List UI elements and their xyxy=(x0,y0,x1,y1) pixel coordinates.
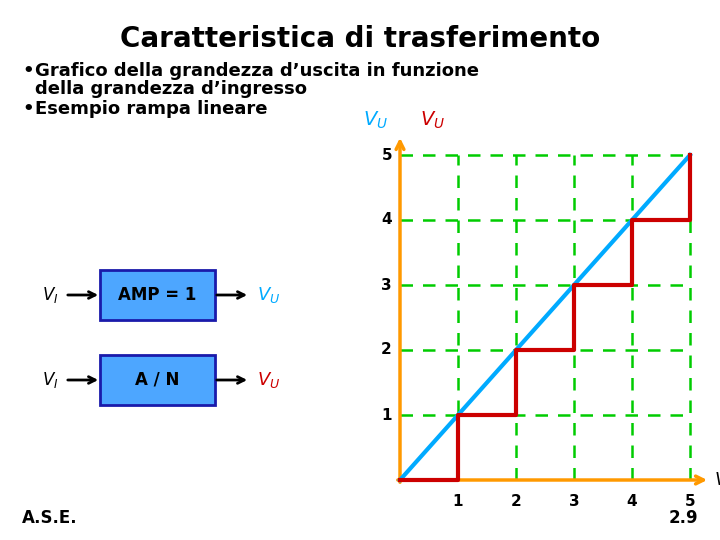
Text: 2: 2 xyxy=(510,494,521,509)
Text: $V_U$: $V_U$ xyxy=(363,110,388,131)
Text: •: • xyxy=(22,100,34,118)
Text: AMP = 1: AMP = 1 xyxy=(118,286,197,304)
Text: Caratteristica di trasferimento: Caratteristica di trasferimento xyxy=(120,25,600,53)
Text: $V_U$: $V_U$ xyxy=(420,110,445,131)
Text: 3: 3 xyxy=(382,278,392,293)
Text: 4: 4 xyxy=(382,213,392,227)
Text: Esempio rampa lineare: Esempio rampa lineare xyxy=(35,100,268,118)
Text: Grafico della grandezza d’uscita in funzione: Grafico della grandezza d’uscita in funz… xyxy=(35,62,479,80)
FancyBboxPatch shape xyxy=(100,355,215,405)
Text: 2: 2 xyxy=(382,342,392,357)
Text: $V_U$: $V_U$ xyxy=(257,370,280,390)
Text: A.S.E.: A.S.E. xyxy=(22,509,78,527)
Text: 2.9: 2.9 xyxy=(668,509,698,527)
Text: 5: 5 xyxy=(685,494,696,509)
Text: 4: 4 xyxy=(626,494,637,509)
Text: della grandezza d’ingresso: della grandezza d’ingresso xyxy=(35,80,307,98)
FancyBboxPatch shape xyxy=(100,270,215,320)
Text: $V_I$: $V_I$ xyxy=(42,370,58,390)
Text: •: • xyxy=(22,62,34,80)
Text: 1: 1 xyxy=(453,494,463,509)
Text: 3: 3 xyxy=(569,494,580,509)
Text: $V_I$: $V_I$ xyxy=(714,470,720,490)
Text: 1: 1 xyxy=(382,408,392,422)
Text: A / N: A / N xyxy=(135,371,180,389)
Text: $V_U$: $V_U$ xyxy=(257,285,280,305)
Text: $V_I$: $V_I$ xyxy=(42,285,58,305)
Text: 5: 5 xyxy=(382,147,392,163)
